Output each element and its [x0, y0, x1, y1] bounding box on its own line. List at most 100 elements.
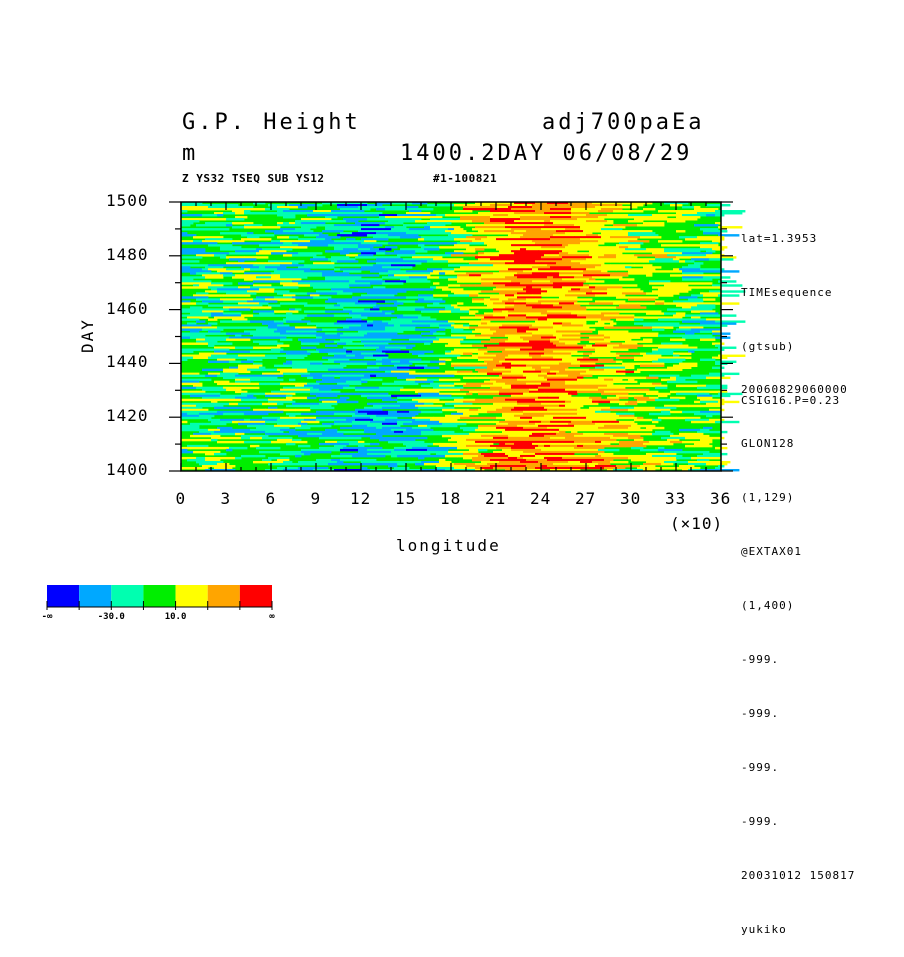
heatmap-cell — [382, 452, 404, 456]
heatmap-cell — [253, 346, 266, 349]
heatmap-cell — [439, 444, 467, 448]
heatmap-cell — [502, 300, 515, 303]
heatmap-cell — [367, 320, 374, 323]
heatmap-cell — [577, 218, 605, 221]
heatmap-cell — [376, 374, 407, 378]
heatmap-cell — [376, 256, 383, 259]
heatmap-cell — [343, 332, 368, 335]
heatmap-cell — [400, 436, 428, 440]
heatmap-cell — [559, 360, 581, 363]
heatmap-cell — [370, 436, 401, 440]
heatmap-cell — [577, 414, 608, 418]
heatmap-cell — [451, 304, 458, 307]
heatmap-cell — [679, 268, 701, 271]
heatmap-cell — [277, 368, 308, 372]
heatmap-cell — [565, 380, 584, 384]
heatmap-cell — [607, 310, 635, 313]
heatmap-cell — [337, 214, 359, 217]
heatmap-cell — [181, 326, 206, 329]
heatmap-cell — [409, 334, 422, 337]
heatmap-cell — [310, 390, 341, 394]
heatmap-cell — [514, 294, 533, 297]
heatmap-cell — [619, 442, 644, 446]
heatmap-cell — [325, 332, 338, 335]
heatmap-cell — [403, 216, 434, 219]
heatmap-cell — [463, 384, 482, 388]
heatmap-cell — [349, 202, 368, 205]
heatmap-cell — [496, 330, 518, 333]
heatmap-cell — [535, 380, 566, 384]
heatmap-cell — [316, 290, 344, 293]
heatmap-cell — [679, 326, 704, 329]
heatmap-cell — [478, 424, 509, 428]
heatmap-cell — [181, 228, 212, 231]
heatmap-cell — [634, 250, 665, 253]
heatmap-cell — [223, 312, 242, 315]
heatmap-cell — [532, 206, 548, 209]
heatmap-cell — [658, 288, 671, 291]
heatmap-cell — [298, 444, 311, 448]
heatmap-cell — [577, 412, 605, 416]
heatmap-cell — [469, 416, 497, 420]
heatmap-cell — [499, 326, 530, 329]
heatmap-cell — [424, 274, 431, 277]
heatmap-cell — [607, 246, 620, 249]
heatmap-cell — [475, 202, 485, 205]
heatmap-cell — [382, 422, 398, 426]
heatmap-cell — [529, 388, 539, 392]
heatmap-cell — [658, 352, 674, 355]
heatmap-cell — [424, 298, 443, 301]
heatmap-cell — [628, 288, 641, 291]
heatmap-cell — [241, 360, 254, 363]
heatmap-cell — [694, 418, 710, 422]
heatmap-cell — [385, 206, 407, 209]
heatmap-cell — [253, 306, 272, 309]
heatmap-cell — [223, 464, 236, 468]
heatmap-cell — [241, 206, 254, 209]
heatmap-cell — [430, 422, 443, 426]
heatmap-cell — [547, 290, 569, 293]
heatmap-cell — [697, 308, 713, 311]
heatmap-cell — [427, 254, 452, 257]
heatmap-cell — [292, 254, 317, 257]
heatmap-cell — [607, 288, 629, 291]
heatmap-cell — [508, 400, 518, 404]
heatmap-cell — [559, 340, 581, 343]
heatmap-cell — [694, 206, 701, 209]
heatmap-cell — [523, 342, 554, 345]
heatmap-cell — [418, 202, 428, 205]
heatmap-cell — [676, 216, 701, 219]
heatmap-cell — [253, 340, 278, 343]
heatmap-cell — [712, 238, 725, 241]
heatmap-cell — [646, 292, 653, 295]
heatmap-cell — [691, 306, 716, 309]
heatmap-cell — [298, 206, 308, 209]
heatmap-cell — [691, 254, 707, 257]
heatmap-cell — [280, 280, 293, 283]
heatmap-cell — [280, 370, 308, 374]
heatmap-cell — [400, 218, 407, 221]
heatmap-cell — [181, 278, 194, 281]
heatmap-cell — [415, 242, 434, 245]
heatmap-cell — [490, 458, 512, 462]
heatmap-cell — [604, 300, 626, 303]
heatmap-cell — [679, 464, 695, 468]
heatmap-cell — [700, 228, 719, 231]
heatmap-cell — [535, 466, 545, 470]
heatmap-cell — [604, 412, 617, 416]
heatmap-cell — [595, 322, 605, 325]
heatmap-cell — [520, 236, 551, 239]
heatmap-cell — [181, 412, 188, 416]
heatmap-cell — [628, 290, 644, 293]
y-tick-label: 1420 — [106, 406, 149, 426]
heatmap-cell — [565, 232, 593, 235]
heatmap-cell — [205, 276, 224, 279]
heatmap-cell — [334, 444, 347, 448]
heatmap-cell — [613, 468, 644, 472]
heatmap-cell — [322, 356, 347, 359]
heatmap-cell — [181, 336, 191, 339]
heatmap-cell — [577, 260, 584, 263]
heatmap-cell — [181, 402, 212, 406]
heatmap-cell — [526, 208, 551, 211]
heatmap-cell — [238, 422, 266, 426]
